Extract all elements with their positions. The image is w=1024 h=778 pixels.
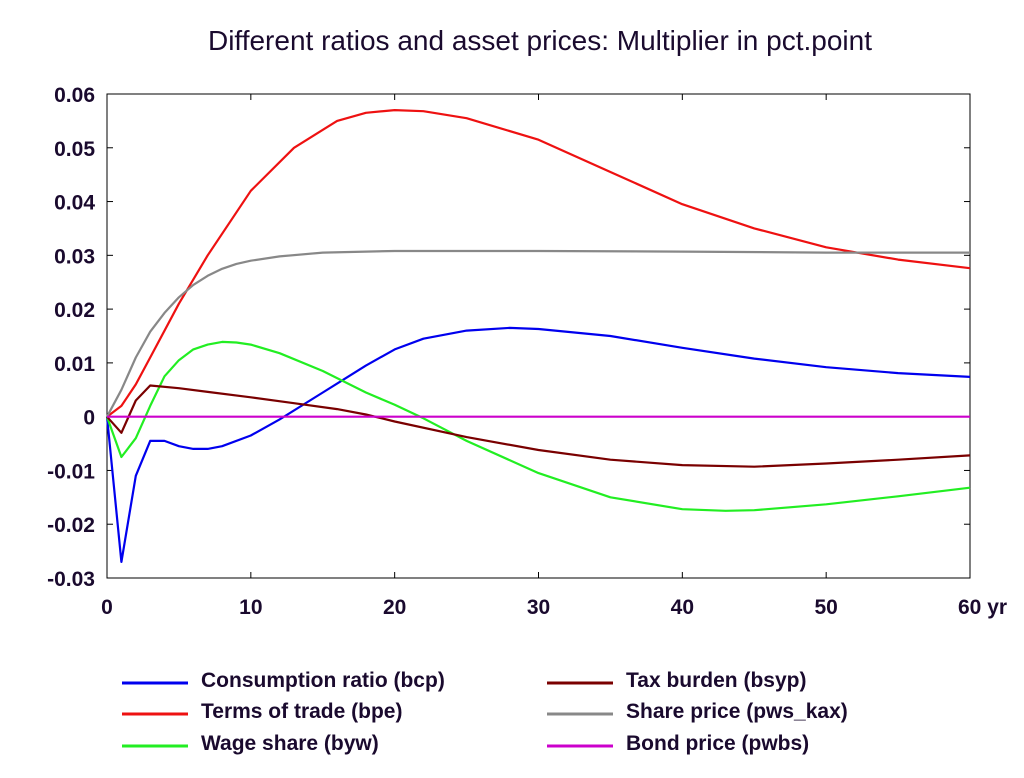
plot-border <box>106 93 971 579</box>
legend-label: Share price (pws_kax) <box>626 700 848 723</box>
legend-label: Wage share (byw) <box>201 732 379 755</box>
x-axis: 0 10 20 30 40 50 60 yr <box>101 94 1007 619</box>
y-tick-label: 0.05 <box>54 138 95 161</box>
legend: Consumption ratio (bcp) Terms of trade (b… <box>122 669 848 755</box>
legend-label: Consumption ratio (bcp) <box>201 669 445 692</box>
series-line <box>105 340 971 512</box>
series-line <box>105 326 971 564</box>
series-line <box>106 249 970 418</box>
series-line <box>106 108 971 418</box>
y-tick-label: -0.03 <box>47 568 95 591</box>
y-tick-label: 0.06 <box>54 84 95 107</box>
x-tick-label: 30 <box>527 596 550 619</box>
y-tick-label: 0.01 <box>54 353 95 376</box>
y-tick-label: 0 <box>83 407 95 430</box>
series-lines <box>105 108 971 564</box>
y-tick-label: 0.04 <box>54 192 95 215</box>
x-tick-label: 40 <box>671 596 694 619</box>
y-tick-label: -0.02 <box>47 514 95 537</box>
plot-area <box>106 93 971 579</box>
x-tick-label: 60 yr <box>958 596 1007 619</box>
series-line <box>106 384 971 468</box>
x-tick-label: 0 <box>101 596 113 619</box>
x-tick-label: 50 <box>814 596 837 619</box>
chart-title: Different ratios and asset prices: Multi… <box>208 25 872 56</box>
x-tick-label: 20 <box>383 596 406 619</box>
x-tick-label: 10 <box>239 596 262 619</box>
legend-label: Tax burden (bsyp) <box>626 669 806 692</box>
y-tick-label: 0.02 <box>54 299 95 322</box>
y-axis: -0.03 -0.02 -0.01 0 0.01 0.02 0.03 0.04 0.05 0.06 <box>47 84 970 591</box>
y-tick-label: -0.01 <box>47 460 95 483</box>
legend-label: Terms of trade (bpe) <box>201 700 402 723</box>
y-tick-label: 0.03 <box>54 245 95 268</box>
legend-label: Bond price (pwbs) <box>626 732 809 755</box>
